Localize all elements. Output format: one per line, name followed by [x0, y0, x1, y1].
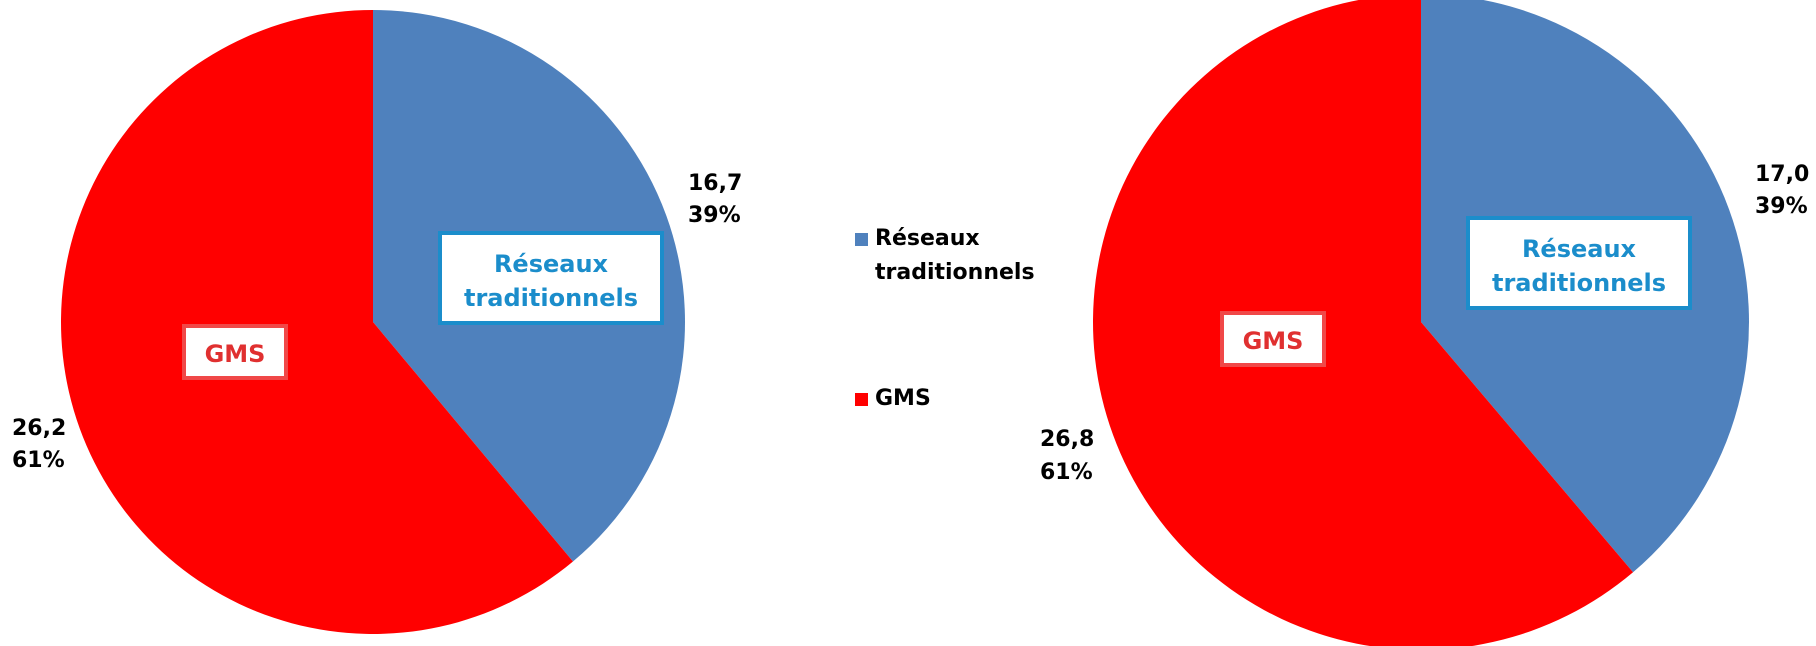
- legend-label-reseaux-line2: traditionnels: [875, 260, 1035, 285]
- legend: Réseaux traditionnels GMS: [855, 222, 1035, 416]
- pie-right-slice-gms: [1093, 0, 1634, 646]
- pie-right-reseaux-label-box: Réseaux traditionnels: [1466, 216, 1692, 310]
- pie-right-reseaux-label-line1: Réseaux: [1522, 235, 1637, 263]
- legend-item-reseaux: Réseaux traditionnels: [855, 222, 1035, 290]
- legend-label-reseaux-line1: Réseaux: [875, 226, 980, 251]
- pie-left-data-label-reseaux-value: 16,7: [688, 171, 742, 196]
- pie-left-slice-gms: [60, 10, 573, 634]
- pie-left-reseaux-label-line1: Réseaux: [494, 250, 609, 278]
- pie-right-gms-label-box: GMS: [1220, 311, 1326, 367]
- pie-right-data-label-gms-percent: 61%: [1040, 460, 1093, 485]
- pie-left-gms-label-box: GMS: [182, 324, 288, 380]
- legend-swatch-reseaux: [855, 233, 868, 246]
- pie-right-data-label-reseaux-value: 17,0: [1755, 162, 1809, 187]
- pie-left-data-label-gms-value: 26,2: [12, 416, 66, 441]
- pie-left-gms-label: GMS: [205, 340, 266, 368]
- legend-swatch-gms: [855, 393, 868, 406]
- pie-right-data-label-reseaux-percent: 39%: [1755, 194, 1808, 219]
- pie-right-gms-label: GMS: [1243, 327, 1304, 355]
- pie-left-data-label-gms-percent: 61%: [12, 448, 65, 473]
- pie-left-data-label-reseaux-percent: 39%: [688, 203, 741, 228]
- legend-label-gms: GMS: [875, 386, 931, 411]
- pie-left-reseaux-label-line2: traditionnels: [464, 284, 638, 312]
- pie-chart-right: 17,0 39% 26,8 61% Réseaux traditionnels …: [1040, 0, 1809, 646]
- pie-right-data-label-gms-value: 26,8: [1040, 427, 1094, 452]
- pie-left-reseaux-label-box: Réseaux traditionnels: [438, 231, 664, 325]
- legend-item-gms: GMS: [855, 382, 1035, 416]
- pie-right-reseaux-label-line2: traditionnels: [1492, 269, 1666, 297]
- pie-chart-left: 16,7 39% 26,2 61% Réseaux traditionnels …: [12, 10, 742, 634]
